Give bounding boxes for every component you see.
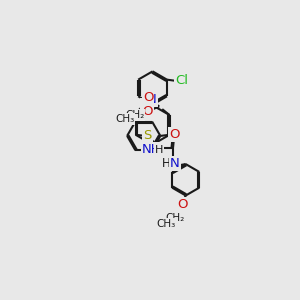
Text: C: C xyxy=(141,99,149,112)
Text: CH₃: CH₃ xyxy=(115,114,134,124)
Text: NH: NH xyxy=(142,143,161,156)
Text: O: O xyxy=(178,198,188,211)
Text: S: S xyxy=(143,129,152,142)
Text: CH₂: CH₂ xyxy=(125,110,144,120)
Text: N: N xyxy=(147,93,157,106)
Text: H: H xyxy=(162,157,171,170)
Text: Cl: Cl xyxy=(176,74,188,87)
Text: CH₃: CH₃ xyxy=(157,219,176,229)
Text: O: O xyxy=(142,105,153,119)
Text: O: O xyxy=(169,128,179,141)
Text: CH₂: CH₂ xyxy=(166,213,185,223)
Text: O: O xyxy=(143,91,153,104)
Text: N: N xyxy=(170,157,180,170)
Text: H: H xyxy=(155,145,163,155)
